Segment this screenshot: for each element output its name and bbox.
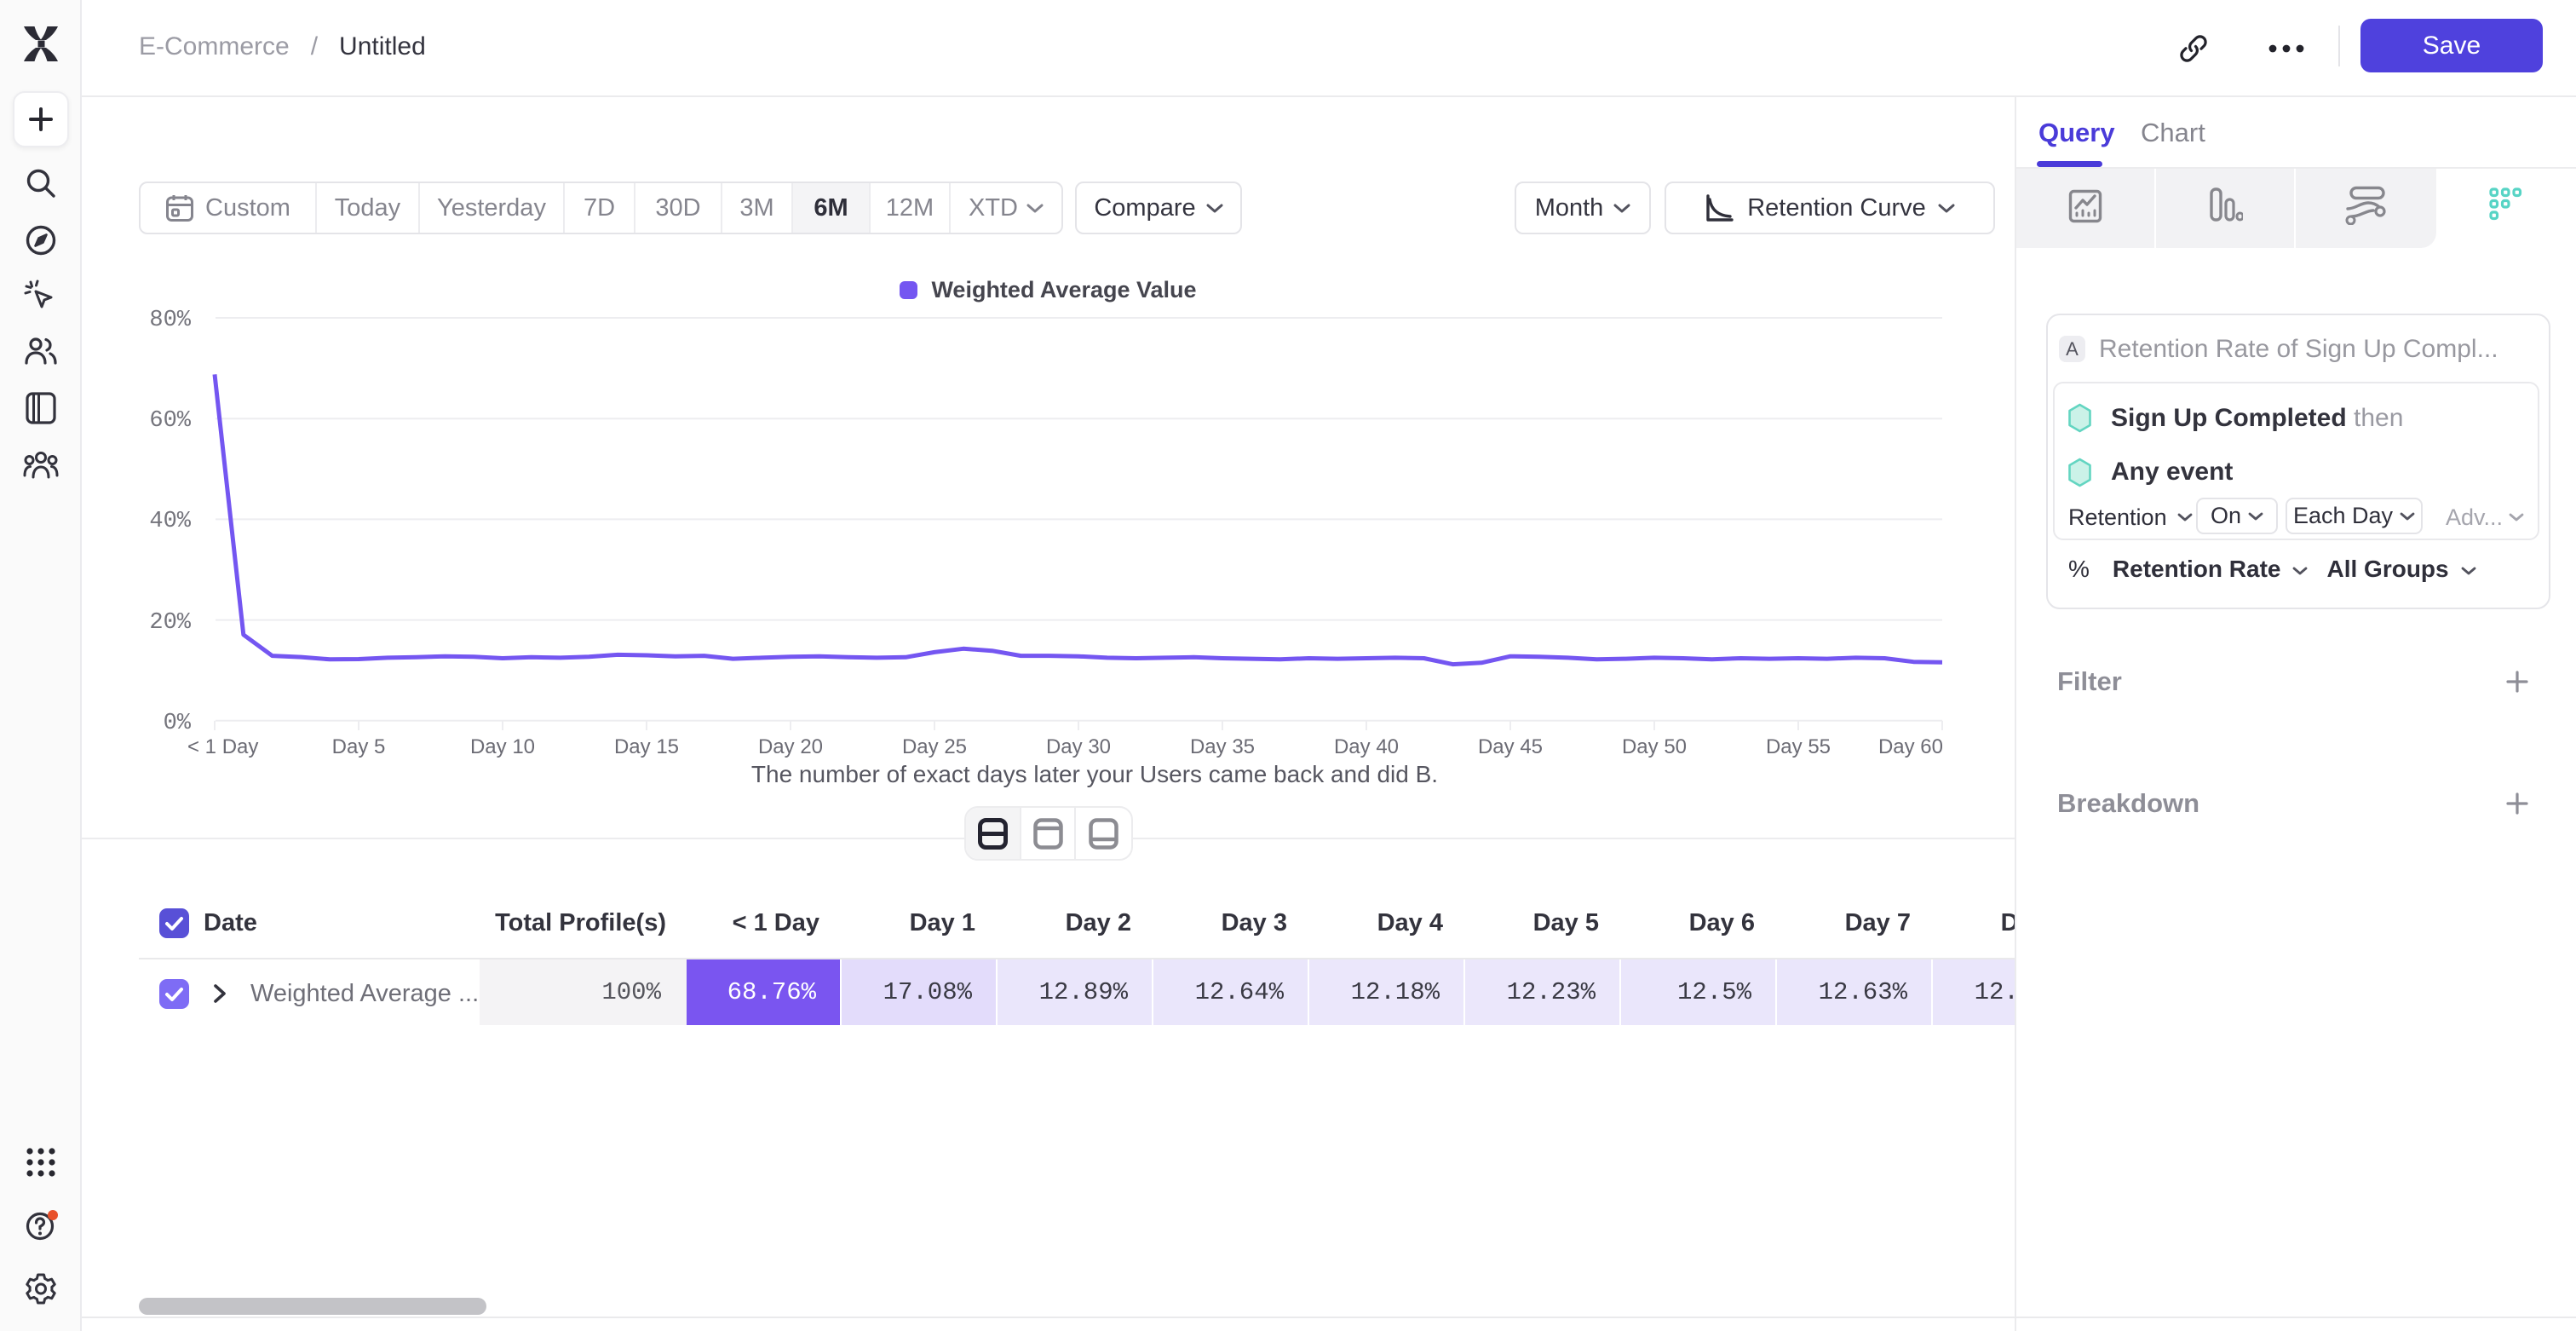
svg-text:Day 30: Day 30 (1046, 735, 1111, 758)
svg-text:Day 15: Day 15 (614, 735, 679, 758)
svg-text:Day 40: Day 40 (1334, 735, 1399, 758)
svg-text:Day 60: Day 60 (1878, 735, 1943, 758)
svg-text:Day 10: Day 10 (470, 735, 535, 758)
svg-text:Day 45: Day 45 (1478, 735, 1543, 758)
svg-text:Day 20: Day 20 (758, 735, 823, 758)
svg-text:60%: 60% (149, 408, 191, 434)
svg-text:80%: 80% (149, 308, 191, 333)
svg-text:Day 55: Day 55 (1766, 735, 1831, 758)
svg-text:40%: 40% (149, 509, 191, 534)
svg-text:20%: 20% (149, 610, 191, 636)
svg-text:Day 35: Day 35 (1190, 735, 1255, 758)
svg-text:Day 50: Day 50 (1622, 735, 1687, 758)
svg-text:Day 25: Day 25 (902, 735, 967, 758)
svg-text:< 1 Day: < 1 Day (187, 735, 258, 758)
svg-text:0%: 0% (164, 711, 192, 736)
svg-text:Day 5: Day 5 (332, 735, 386, 758)
